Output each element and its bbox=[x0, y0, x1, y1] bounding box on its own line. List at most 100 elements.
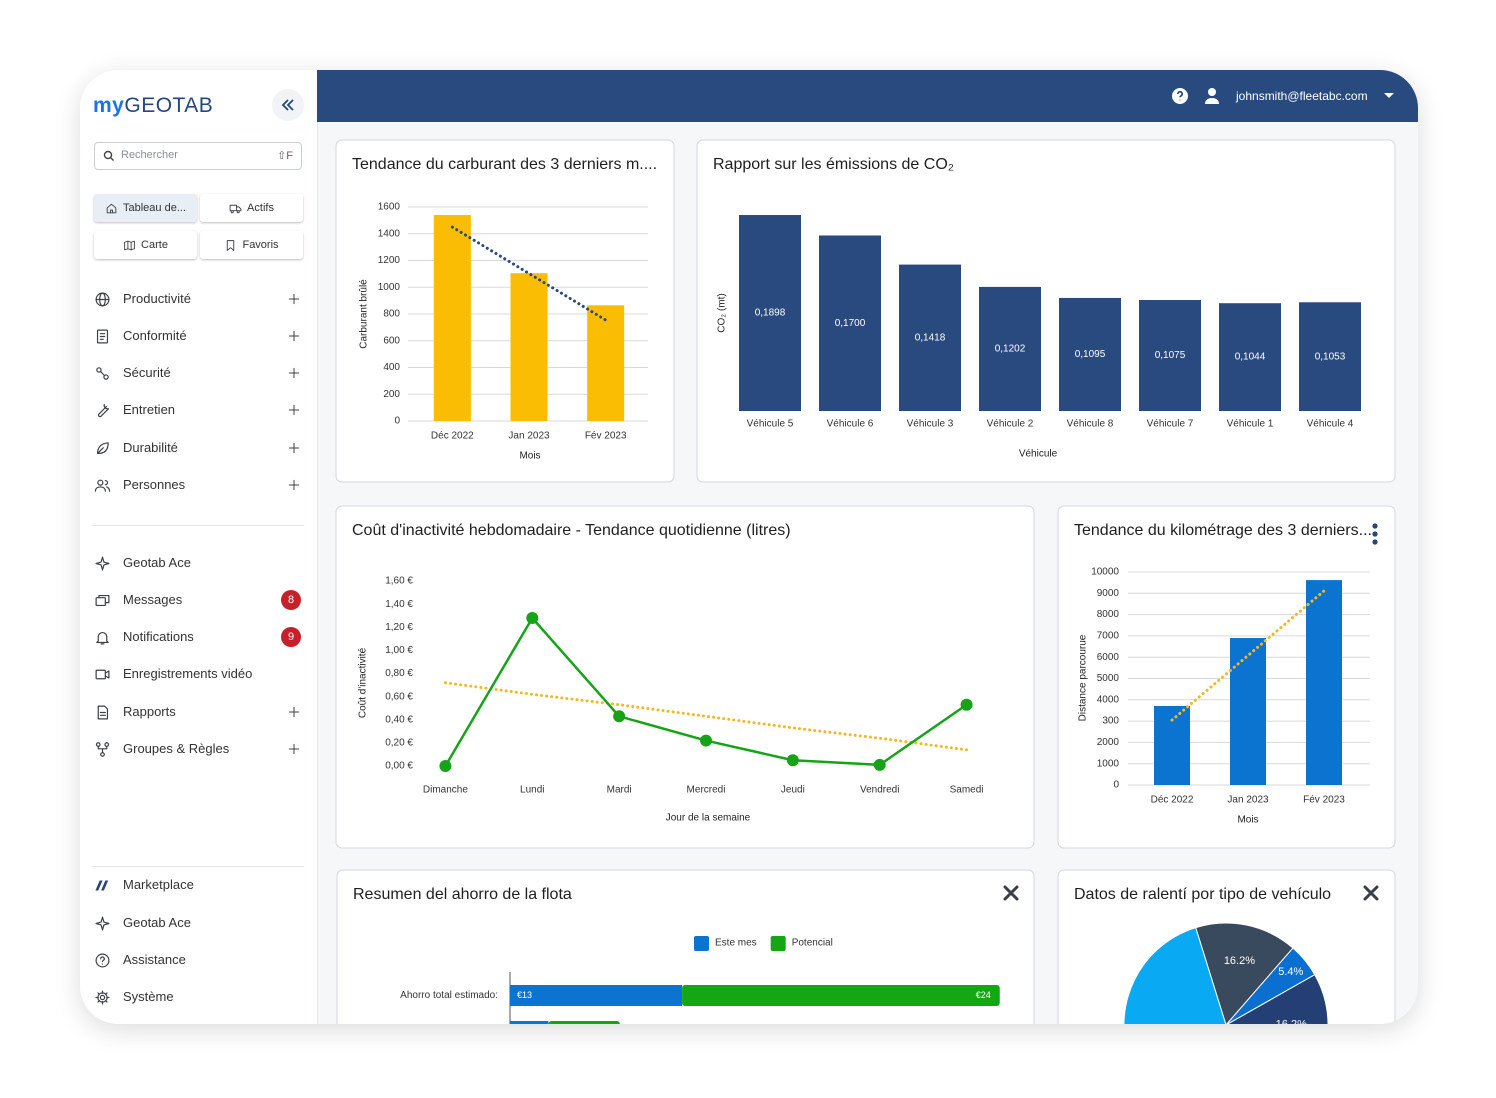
quick-link-label: Actifs bbox=[247, 202, 274, 214]
icon-shape bbox=[124, 240, 135, 250]
nav-item[interactable]: Système bbox=[80, 979, 317, 1015]
icon bbox=[288, 479, 300, 491]
x-axis-label: Mois bbox=[1237, 815, 1258, 826]
user-icon[interactable] bbox=[1204, 87, 1220, 105]
icon-shape bbox=[124, 240, 135, 250]
y-tick-label: 10000 bbox=[1091, 567, 1119, 578]
nav-item[interactable]: Messages 8 bbox=[80, 582, 317, 618]
chart-title: Datos de ralentí por tipo de vehículo bbox=[1074, 886, 1331, 903]
x-tick-label: Lundi bbox=[520, 785, 544, 796]
icon-shape bbox=[97, 992, 108, 1003]
search-icon bbox=[103, 150, 114, 161]
app-window: myGEOTAB Rechercher ⇧F Tableau de... Acti… bbox=[80, 70, 1418, 1024]
icon-shape bbox=[97, 403, 110, 418]
user-email[interactable]: johnsmith@fleetabc.com bbox=[1236, 89, 1368, 103]
nav-item[interactable]: Entretien bbox=[80, 392, 317, 428]
x-tick-label: Jan 2023 bbox=[508, 431, 550, 442]
value-label: 0,1202 bbox=[995, 344, 1026, 355]
x-tick-label: Mercredi bbox=[687, 785, 726, 796]
close-button[interactable] bbox=[1363, 885, 1379, 901]
icon-shape bbox=[95, 990, 110, 1005]
point bbox=[439, 760, 452, 772]
icon bbox=[288, 442, 300, 454]
icon bbox=[288, 404, 300, 416]
nav-label: Personnes bbox=[123, 477, 186, 492]
search-box[interactable]: Rechercher ⇧F bbox=[94, 142, 302, 170]
icon bbox=[288, 330, 300, 342]
nav-item[interactable]: Sécurité bbox=[80, 355, 317, 391]
nav-label: Assistance bbox=[123, 952, 186, 967]
nav-item[interactable]: Notifications 9 bbox=[80, 619, 317, 655]
y-tick-label: 1,20 € bbox=[385, 622, 413, 633]
icon-shape bbox=[100, 956, 105, 965]
y-tick-label: 1000 bbox=[378, 282, 401, 293]
user-caret[interactable] bbox=[1383, 92, 1395, 100]
search-shortcut: ⇧F bbox=[277, 150, 293, 162]
icon-shape bbox=[96, 367, 109, 380]
nav-label: Entretien bbox=[123, 402, 176, 417]
x-tick-label: Dimanche bbox=[423, 785, 468, 796]
close-button[interactable] bbox=[1003, 885, 1019, 901]
nav-item[interactable]: Productivité bbox=[80, 281, 317, 317]
y-tick-label: 0,20 € bbox=[385, 738, 413, 749]
bar-segment bbox=[510, 1021, 549, 1024]
icon bbox=[95, 742, 110, 757]
bar-segment bbox=[682, 985, 1000, 1006]
y-tick-label: 1200 bbox=[378, 255, 401, 266]
icon bbox=[95, 953, 110, 968]
icon bbox=[95, 990, 110, 1005]
search-placeholder: Rechercher bbox=[121, 149, 178, 161]
bar bbox=[1219, 303, 1281, 411]
nav-item[interactable]: Groupes & Règles bbox=[80, 731, 317, 767]
y-axis-label: CO₂ (mt) bbox=[717, 293, 728, 332]
legend-swatch bbox=[694, 936, 709, 951]
nav-label: Productivité bbox=[123, 291, 191, 306]
quick-link[interactable]: Carte bbox=[94, 231, 197, 259]
bar bbox=[433, 215, 471, 421]
nav-item[interactable]: Conformité bbox=[80, 318, 317, 354]
nav-item[interactable]: Geotab Ace bbox=[80, 545, 317, 581]
nav-item[interactable]: Personnes bbox=[80, 467, 317, 503]
icon-shape bbox=[288, 367, 300, 379]
nav-item[interactable]: Marketplace bbox=[80, 867, 317, 903]
icon-shape bbox=[95, 669, 106, 680]
help-icon[interactable] bbox=[1171, 87, 1189, 105]
x-tick-label: Mardi bbox=[607, 785, 632, 796]
icon-shape bbox=[288, 367, 300, 379]
nav-label: Notifications bbox=[123, 629, 194, 644]
icon-shape bbox=[288, 479, 300, 491]
top-bar: johnsmith@fleetabc.com bbox=[317, 70, 1418, 122]
separator bbox=[92, 525, 304, 526]
nav-item[interactable]: Enregistrements vidéo bbox=[80, 656, 317, 692]
quick-link[interactable]: Tableau de... bbox=[94, 194, 197, 222]
x-tick-label: Fév 2023 bbox=[1303, 795, 1345, 806]
icon-shape bbox=[95, 880, 109, 891]
icon bbox=[96, 631, 109, 645]
bar bbox=[739, 215, 801, 411]
sidebar: myGEOTAB Rechercher ⇧F Tableau de... Acti… bbox=[80, 70, 318, 1024]
nav-item[interactable]: Geotab Ace bbox=[80, 905, 317, 941]
icon bbox=[96, 329, 109, 344]
icon-shape bbox=[96, 631, 109, 645]
icon-shape bbox=[94, 479, 111, 492]
icon bbox=[288, 367, 300, 379]
nav-item[interactable]: Durabilité bbox=[80, 430, 317, 466]
quick-link[interactable]: Favoris bbox=[200, 231, 303, 259]
icon-shape bbox=[103, 374, 109, 380]
icon bbox=[288, 706, 300, 718]
collapse-button[interactable] bbox=[272, 89, 304, 121]
bar bbox=[979, 286, 1041, 411]
icon-shape bbox=[95, 916, 110, 931]
y-tick-label: 0,00 € bbox=[385, 761, 413, 772]
icon-shape bbox=[229, 204, 242, 213]
menu-dot bbox=[1372, 539, 1378, 545]
menu-button[interactable] bbox=[1372, 523, 1378, 545]
icon-shape bbox=[288, 479, 300, 491]
value-label: €24 bbox=[976, 990, 991, 1000]
quick-link[interactable]: Actifs bbox=[200, 194, 303, 222]
nav-item[interactable]: Assistance bbox=[80, 942, 317, 978]
logo[interactable]: myGEOTAB bbox=[93, 94, 213, 118]
nav-item[interactable]: Rapports bbox=[80, 694, 317, 730]
icon-shape bbox=[96, 329, 109, 344]
x-tick-label: Véhicule 5 bbox=[747, 419, 794, 430]
